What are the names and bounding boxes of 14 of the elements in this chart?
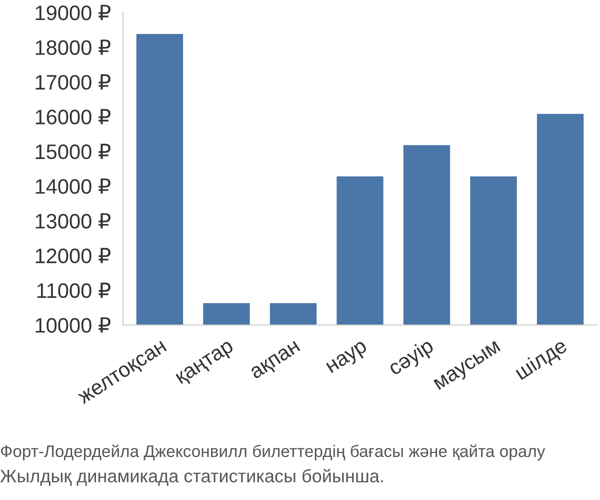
x-tick-label: сәуір: [386, 337, 437, 380]
text: Жылдық динамикада статистикасы бойынша.: [0, 468, 383, 486]
y-tick-label: 16000 ₽: [36, 109, 110, 124]
y-tick-label: 10000 ₽: [36, 317, 110, 333]
text: Форт-Лодердейла Джексонвилл билеттердің бағасы және қайта оралу: [0, 444, 546, 460]
y-tick-label: 14000 ₽: [36, 178, 110, 194]
y-tick-label: 13000 ₽: [36, 213, 110, 229]
y-tick-label: 18000 ₽: [36, 40, 110, 55]
y-tick-label: 11000 ₽: [37, 282, 110, 298]
y-tick-label: 12000 ₽: [36, 248, 110, 264]
x-tick-label: наур: [326, 340, 370, 377]
y-tick-label: 15000 ₽: [36, 144, 110, 160]
y-tick-label: 17000 ₽: [36, 74, 110, 90]
y-tick-label: 19000 ₽: [36, 4, 110, 20]
